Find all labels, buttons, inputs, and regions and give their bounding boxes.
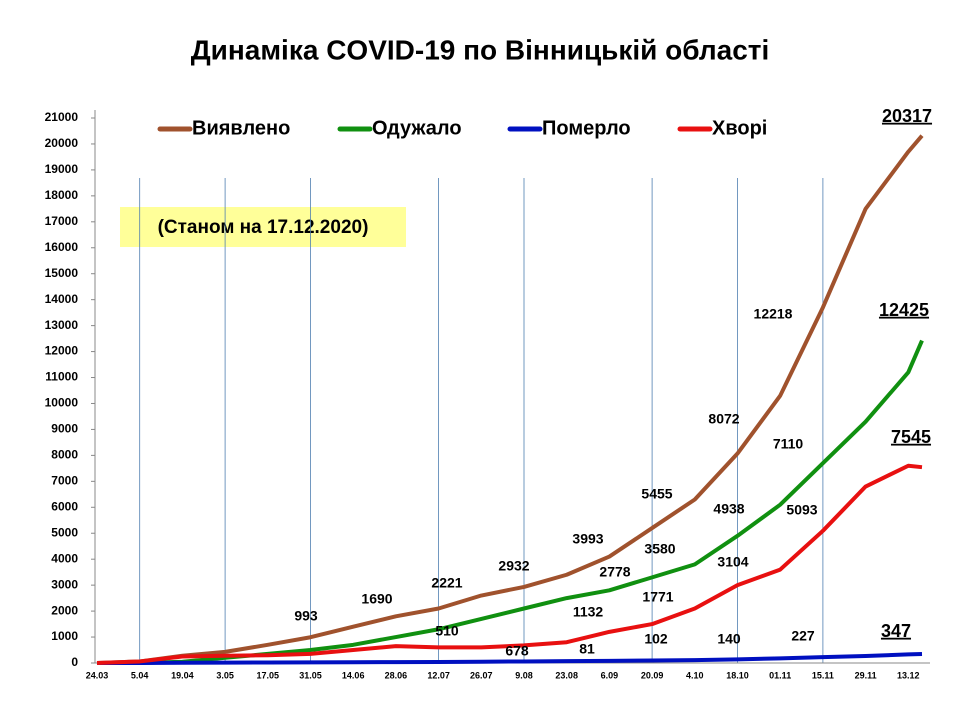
y-tick-label: 18000 — [45, 188, 79, 202]
y-tick-label: 16000 — [45, 240, 79, 254]
chart-subtitle: (Станом на 17.12.2020) — [158, 217, 369, 238]
annotation: 20317 — [882, 106, 932, 126]
annotation: 12425 — [879, 300, 929, 320]
y-tick-label: 13000 — [45, 318, 79, 332]
annotation: 7545 — [891, 427, 931, 447]
y-tick-label: 10000 — [45, 396, 79, 410]
date-box — [120, 207, 406, 247]
y-tick-label: 5000 — [51, 525, 78, 539]
x-tick-label: 19.04 — [171, 670, 194, 680]
x-tick-label: 01.11 — [769, 670, 791, 680]
annotation: 7110 — [773, 436, 804, 452]
y-tick-label: 11000 — [45, 370, 78, 384]
x-tick-label: 31.05 — [299, 670, 322, 680]
annotation: 140 — [717, 631, 741, 647]
annotation: 102 — [644, 631, 668, 647]
x-tick-label: 26.07 — [470, 670, 493, 680]
x-tick-label: 12.07 — [427, 670, 450, 680]
annotation: 347 — [881, 621, 911, 641]
x-tick-label: 24.03 — [86, 670, 109, 680]
x-tick-label: 23.08 — [555, 670, 578, 680]
y-tick-label: 21000 — [45, 110, 79, 124]
series-line — [96, 651, 923, 665]
x-tick-label: 5.04 — [131, 670, 149, 680]
x-tick-label: 9.08 — [515, 670, 533, 680]
x-tick-label: 28.06 — [385, 670, 408, 680]
x-tick-label: 17.05 — [257, 670, 280, 680]
y-tick-label: 19000 — [45, 162, 79, 176]
y-tick-label: 4000 — [51, 551, 78, 565]
y-tick-label: 14000 — [45, 292, 79, 306]
legend-label: Одужало — [372, 117, 462, 139]
x-tick-label: 15.11 — [812, 670, 834, 680]
legend-label: Померло — [542, 117, 631, 139]
x-tick-label: 6.09 — [601, 670, 619, 680]
annotation: 1771 — [642, 589, 673, 605]
y-tick-label: 8000 — [51, 448, 78, 462]
x-tick-label: 14.06 — [342, 670, 365, 680]
annotation: 12218 — [754, 306, 793, 322]
annotation: 227 — [791, 628, 815, 644]
annotation: 2932 — [498, 558, 529, 574]
annotation: 1690 — [361, 591, 392, 607]
y-tick-label: 12000 — [45, 344, 79, 358]
annotation: 3104 — [717, 554, 748, 570]
annotation: 2778 — [599, 564, 630, 580]
y-tick-label: 17000 — [45, 214, 79, 228]
legend-label: Виявлено — [192, 117, 290, 139]
x-tick-label: 20.09 — [641, 670, 664, 680]
y-tick-label: 15000 — [45, 266, 79, 280]
y-tick-label: 7000 — [51, 474, 78, 488]
x-tick-label: 4.10 — [686, 670, 704, 680]
y-tick-label: 1000 — [51, 629, 78, 643]
y-tick-label: 3000 — [51, 577, 78, 591]
annotation: 5455 — [641, 486, 672, 502]
annotation: 678 — [505, 643, 529, 659]
annotation: 510 — [435, 623, 459, 639]
series-line — [96, 134, 924, 665]
legend-label: Хворі — [712, 117, 767, 139]
annotation: 81 — [579, 641, 595, 657]
y-tick-label: 20000 — [45, 136, 79, 150]
series-line — [96, 463, 923, 665]
annotation: 1132 — [573, 604, 604, 620]
annotation: 2221 — [431, 575, 462, 591]
annotation: 5093 — [786, 502, 817, 518]
y-tick-label: 6000 — [51, 499, 78, 513]
annotation: 8072 — [708, 411, 739, 427]
annotation: 993 — [294, 608, 318, 624]
annotation: 4938 — [713, 501, 744, 517]
x-tick-label: 18.10 — [726, 670, 749, 680]
chart-title: Динаміка COVID-19 по Вінницькій області — [191, 34, 770, 65]
y-tick-label: 9000 — [51, 422, 78, 436]
x-tick-label: 3.05 — [216, 670, 234, 680]
y-tick-label: 0 — [71, 655, 78, 669]
y-tick-label: 2000 — [51, 603, 78, 617]
annotation: 3580 — [644, 541, 675, 557]
x-tick-label: 13.12 — [897, 670, 920, 680]
x-tick-label: 29.11 — [855, 670, 877, 680]
annotation: 3993 — [572, 531, 603, 547]
